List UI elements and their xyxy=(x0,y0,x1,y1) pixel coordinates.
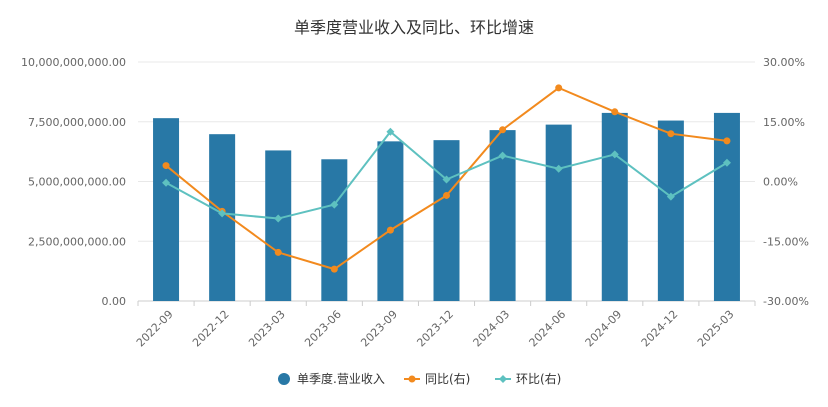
data-point xyxy=(722,158,731,167)
data-point xyxy=(666,192,675,201)
data-point xyxy=(667,130,675,138)
data-point xyxy=(274,214,283,223)
x-tick-label: 2023-12 xyxy=(414,308,456,350)
y-left-tick-label: 7,500,000,000.00 xyxy=(28,116,126,129)
y-left-tick-label: 2,500,000,000.00 xyxy=(28,235,126,248)
bar xyxy=(377,141,404,301)
legend-label: 同比(右) xyxy=(425,371,470,386)
data-point xyxy=(330,200,339,209)
bar-series xyxy=(153,112,740,302)
bar xyxy=(265,150,292,301)
y-right-tick-label: -30.00% xyxy=(763,295,809,308)
data-point xyxy=(723,137,731,145)
data-point xyxy=(330,265,338,273)
legend-label: 环比(右) xyxy=(516,371,561,386)
data-point xyxy=(162,162,170,170)
data-point xyxy=(611,108,619,116)
x-tick-label: 2022-09 xyxy=(134,308,176,350)
x-tick-label: 2024-12 xyxy=(639,308,681,350)
bar xyxy=(321,159,348,301)
data-point xyxy=(274,248,282,256)
bar xyxy=(601,112,628,301)
line-series xyxy=(162,84,731,273)
bar xyxy=(433,140,460,301)
y-right-tick-label: -15.00% xyxy=(763,235,809,248)
chart-title: 单季度营业收入及同比、环比增速 xyxy=(294,18,534,37)
x-tick-label: 2023-09 xyxy=(358,308,400,350)
legend-marker xyxy=(499,375,507,383)
legend-marker xyxy=(278,373,290,385)
x-tick-label: 2023-03 xyxy=(246,308,288,350)
bar xyxy=(545,124,572,301)
legend: 单季度.营业收入 同比(右) 环比(右) xyxy=(278,371,561,386)
bar xyxy=(153,118,180,301)
data-point xyxy=(218,209,227,218)
data-point xyxy=(386,226,394,234)
x-tick-label: 2025-03 xyxy=(695,308,737,350)
data-point xyxy=(499,126,507,134)
y-right-tick-label: 30.00% xyxy=(763,56,805,69)
x-tick-label: 2023-06 xyxy=(302,308,344,350)
y-left-tick-label: 5,000,000,000.00 xyxy=(28,176,126,189)
data-point xyxy=(610,150,619,159)
x-tick-label: 2024-03 xyxy=(471,308,513,350)
data-point xyxy=(555,84,563,92)
x-tick-label: 2022-12 xyxy=(190,308,232,350)
y-right-tick-label: 15.00% xyxy=(763,116,805,129)
data-point xyxy=(386,127,395,136)
data-point xyxy=(498,151,507,160)
x-tick-label: 2024-09 xyxy=(583,308,625,350)
data-point xyxy=(443,191,450,199)
y-left-tick-label: 10,000,000,000.00 xyxy=(21,56,126,69)
y-right-tick-label: 0.00% xyxy=(763,176,798,189)
axes: 0.00 -30.00% 2,500,000,000.00 -15.00% 5,000,… xyxy=(21,56,809,349)
data-point xyxy=(554,164,563,173)
data-point xyxy=(442,175,451,184)
y-left-tick-label: 0.00 xyxy=(102,295,127,308)
bar xyxy=(657,120,684,302)
legend-label: 单季度.营业收入 xyxy=(297,371,385,386)
legend-marker xyxy=(408,375,416,383)
x-tick-label: 2024-06 xyxy=(527,308,569,350)
data-point xyxy=(162,178,171,187)
